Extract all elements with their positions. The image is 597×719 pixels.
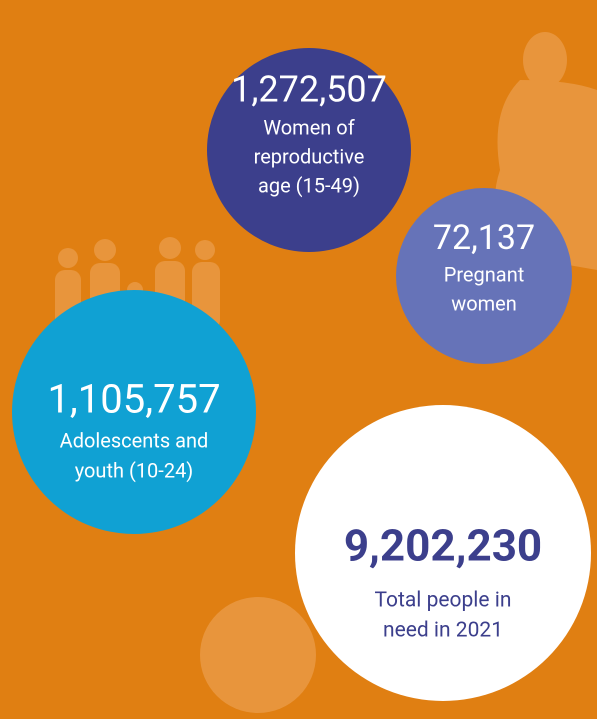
figure — [58, 248, 78, 268]
bubble-label: Adolescents and — [60, 428, 209, 452]
page: {"bubbles": [ {"number": "1,272,507", "l… — [0, 0, 597, 719]
bubble-number: 9,202,230 — [344, 520, 542, 572]
woman-head — [523, 32, 567, 88]
figure — [195, 240, 215, 260]
bubble-label: Pregnant — [444, 262, 525, 286]
infographic: 1,272,507 Women of reproductive age (15-49)… — [0, 0, 597, 719]
bubble-label: women — [451, 291, 517, 315]
figure — [159, 237, 181, 259]
bubble-number: 1,272,507 — [231, 69, 387, 111]
bubble-number: 1,105,757 — [47, 376, 220, 423]
bubble-number: 72,137 — [433, 218, 535, 258]
bubble-label: reproductive — [254, 144, 365, 168]
bubble-label: need in 2021 — [383, 619, 503, 643]
bubble-label: Total people in — [375, 589, 512, 613]
bubble-label: Women of — [263, 115, 354, 139]
bubble-label: age (15-49) — [258, 173, 360, 197]
globe — [200, 597, 316, 713]
bubble-label: youth (10-24) — [75, 458, 194, 482]
figure — [94, 239, 116, 261]
